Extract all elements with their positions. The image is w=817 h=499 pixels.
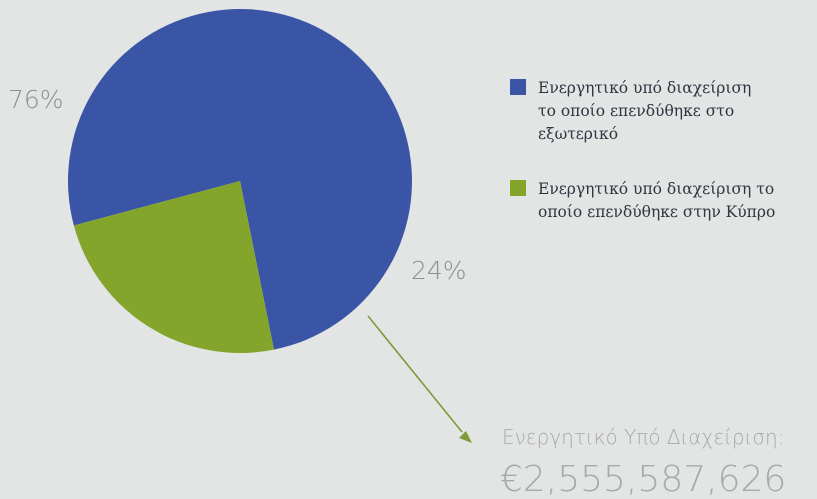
- callout-arrow-head: [459, 431, 472, 443]
- slice-value-label-2: 24%: [411, 256, 467, 285]
- pie-slices: [67, 9, 412, 354]
- pie-value-labels: 76% 24%: [8, 85, 467, 285]
- callout-title: Ενεργητικό Υπό Διαχείριση:: [502, 425, 784, 449]
- legend-label-line: Ενεργητικό υπό διαχείριση: [538, 79, 751, 97]
- callout-value: €2,555,587,626: [500, 459, 786, 499]
- legend-label-line: οποίο επενδύθηκε στην Κύπρο: [538, 203, 775, 221]
- legend-label-2: Ενεργητικό υπό διαχείριση το οποίο επενδύ…: [538, 180, 775, 221]
- legend-label-line: εξωτερικό: [538, 125, 618, 143]
- legend-label-line: Ενεργητικό υπό διαχείριση το: [538, 180, 774, 198]
- legend-label-line: το οποίο επενδύθηκε στο: [538, 102, 734, 120]
- legend: Ενεργητικό υπό διαχείριση το οποίο επενδύ…: [510, 79, 775, 221]
- callout-arrow-line: [367, 315, 463, 433]
- pie-slice-1: [67, 9, 412, 350]
- legend-label-1: Ενεργητικό υπό διαχείριση το οποίο επενδύ…: [538, 79, 751, 143]
- callout: Ενεργητικό Υπό Διαχείριση: €2,555,587,62…: [367, 315, 786, 499]
- legend-swatch-1: [510, 79, 526, 95]
- pie-slice-2: [73, 181, 274, 354]
- legend-swatch-2: [510, 180, 526, 196]
- slice-value-label-1: 76%: [8, 85, 64, 114]
